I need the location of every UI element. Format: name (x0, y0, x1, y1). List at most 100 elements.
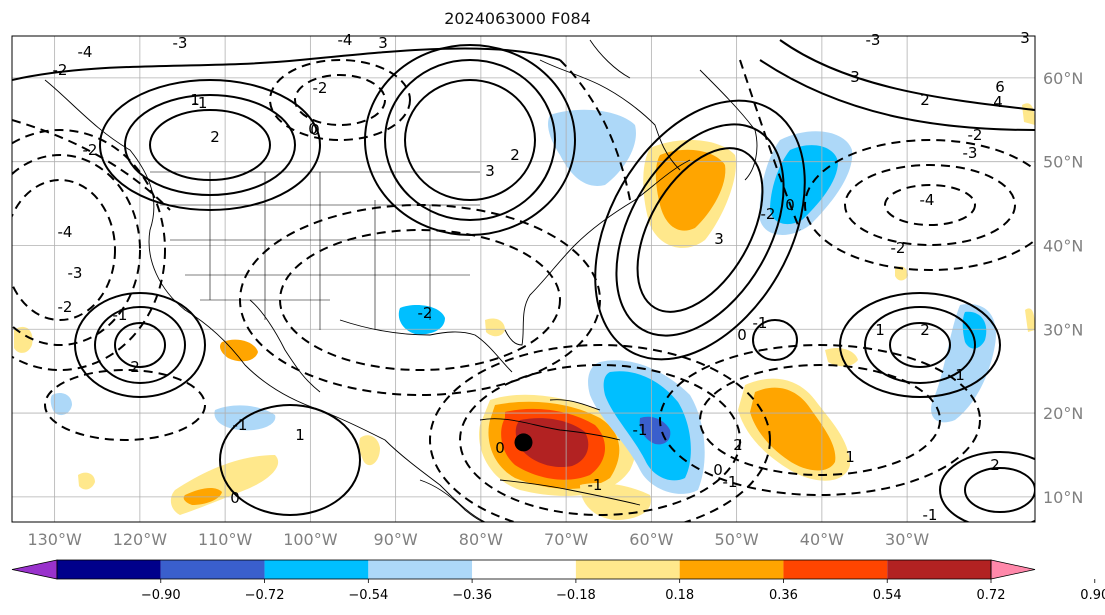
storm-location-marker (514, 433, 533, 452)
lon-tick-label: 30°W (885, 530, 929, 549)
cool-anomaly-east-atlantic-mid (962, 311, 987, 349)
lon-tick-label: 50°W (715, 530, 759, 549)
lon-tick-label: 60°W (629, 530, 673, 549)
positive-contours (12, 39, 1035, 522)
contour-label: 6 (995, 78, 1005, 96)
contour-label: -1 (233, 416, 248, 434)
contour-label: -4 (338, 31, 353, 49)
contour-label: -4 (58, 223, 73, 241)
warm-anomaly-caribbean-core (515, 418, 589, 468)
warm-patch-mexico (220, 339, 258, 362)
contour-label: 1 (875, 321, 885, 339)
lat-tick-label: 20°N (1043, 404, 1083, 423)
lat-tick-label: 10°N (1043, 488, 1083, 507)
contour-label: 0 (310, 121, 320, 139)
colorbar-tick-label: −0.36 (452, 588, 492, 603)
contour-label: -2 (58, 298, 73, 316)
lat-tick-label: 30°N (1043, 320, 1083, 339)
colorbar-tick-label: 0.54 (873, 588, 902, 603)
contour-label: -4 (78, 43, 93, 61)
cool-anomaly-atlantic-core (639, 416, 671, 445)
contour-lines (12, 39, 1035, 522)
contour-label: 2 (990, 456, 1000, 474)
colorbar-segment (160, 560, 265, 579)
contour-label: -2 (418, 304, 433, 322)
contour-label: 3 (485, 162, 495, 180)
warm-patch-small-2 (359, 435, 380, 466)
contour-label: 3 (714, 230, 724, 248)
lat-tick-label: 40°N (1043, 236, 1083, 255)
colorbar-tick-label: 0.72 (977, 588, 1006, 603)
lon-tick-label: 90°W (374, 530, 418, 549)
contour-label: -2 (968, 126, 983, 144)
contour-label: 0 (785, 196, 795, 214)
colorbar-tick-label: 0.36 (769, 588, 798, 603)
colorbar-segment (368, 560, 473, 579)
contour-label: -1 (193, 94, 208, 112)
lon-tick-label: 130°W (27, 530, 82, 549)
contour-label: -1 (753, 314, 768, 332)
contour-label: -1 (923, 506, 938, 524)
contour-label: 3 (1020, 29, 1030, 47)
warm-patch-small-1 (78, 472, 95, 490)
colorbar-tick-label: −0.90 (141, 588, 181, 603)
contour-label: -4 (920, 191, 935, 209)
contour-label: -2 (83, 141, 98, 159)
contour-label: -1 (723, 473, 738, 491)
contour-label: 0 (737, 326, 747, 344)
lon-tick-label: 120°W (113, 530, 168, 549)
lat-tick-label: 60°N (1043, 69, 1083, 88)
contour-label: -3 (866, 31, 881, 49)
contour-label: 1 (845, 448, 855, 466)
map-frame (11, 35, 1036, 523)
contour-label: -1 (633, 421, 648, 439)
warm-patch-west (14, 326, 33, 353)
colorbar-segment (679, 560, 784, 579)
colorbar-tick-label: 0.18 (665, 588, 694, 603)
contour-label: -1 (588, 476, 603, 494)
negative-contours (12, 59, 1035, 522)
contour-label: 0 (495, 439, 505, 457)
lon-tick-label: 110°W (198, 530, 253, 549)
colorbar-segment (887, 560, 991, 579)
latitude-axis: 60°N 50°N 40°N 30°N 20°N 10°N (1043, 69, 1083, 507)
contour-label: -3 (173, 34, 188, 52)
coastlines (44, 39, 758, 522)
lat-tick-label: 50°N (1043, 153, 1083, 172)
lon-tick-label: 70°W (544, 530, 588, 549)
contour-label: -2 (53, 61, 68, 79)
colorbar-extend-low (11, 559, 58, 580)
contour-label: 0 (230, 489, 240, 507)
colorbar-outline (56, 559, 992, 580)
lon-tick-label: 40°W (800, 530, 844, 549)
colorbar-segment (575, 560, 680, 579)
contour-label: 0 (713, 461, 723, 479)
contour-label: 2 (130, 358, 140, 376)
contour-label: 2 (733, 436, 743, 454)
colorbar-segment (472, 560, 576, 579)
contour-label: -3 (963, 144, 978, 162)
longitude-axis: 130°W 120°W 110°W 100°W 90°W 80°W 70°W 60°W 50°W… (27, 530, 929, 549)
colorbar-tick-label: −0.72 (245, 588, 285, 603)
contour-label: -2 (891, 239, 906, 257)
contour-label: 3 (378, 34, 388, 52)
contour-label: -2 (761, 205, 776, 223)
contour-label: 2 (920, 321, 930, 339)
contour-label: 2 (920, 91, 930, 109)
contour-label: 1 (190, 91, 200, 109)
contour-label: 2 (210, 128, 220, 146)
contour-label: 4 (993, 93, 1003, 111)
contour-label: 1 (955, 366, 965, 384)
cool-anomaly-pacific-small (50, 393, 72, 416)
contour-label: -3 (68, 264, 83, 282)
contour-label: 3 (850, 68, 860, 86)
contour-label: -1 (113, 306, 128, 324)
colorbar-tick-label: −0.54 (348, 588, 388, 603)
contour-label: 2 (510, 146, 520, 164)
colorbar-ticks: −0.90 −0.72 −0.54 −0.36 −0.18 0.18 0.36 0.54 0.7… (141, 579, 1105, 603)
lon-tick-label: 100°W (283, 530, 338, 549)
colorbar (11, 559, 1036, 580)
contour-label: 0 (308, 120, 318, 138)
